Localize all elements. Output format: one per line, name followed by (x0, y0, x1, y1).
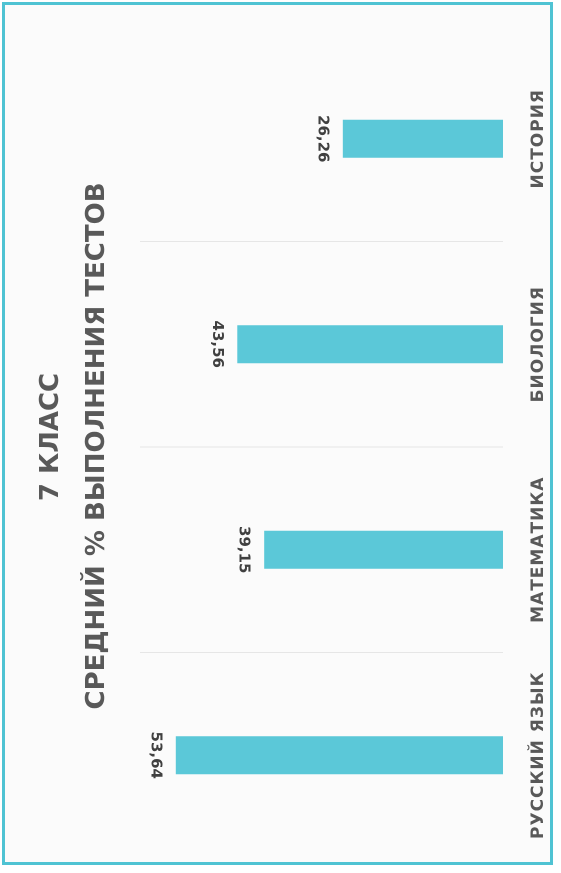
bar (342, 119, 503, 158)
chart-subtitle: СРЕДНИЙ % ВЫПОЛНЕНИЯ ТЕСТОВ (79, 182, 111, 709)
bar (237, 325, 503, 364)
category-label: БИОЛОГИЯ (528, 286, 548, 402)
category-label: МАТЕМАТИКА (528, 477, 548, 623)
data-label: 39,15 (236, 526, 254, 573)
data-label: 43,56 (209, 321, 227, 368)
category-label: РУССКИЙ ЯЗЫК (526, 672, 548, 839)
category-label: ИСТОРИЯ (528, 89, 548, 189)
plot-area: 53,64 РУССКИЙ ЯЗЫК 39,15 МАТЕМАТИКА 43,56 БИО… (140, 89, 548, 839)
data-label: 26,26 (314, 115, 332, 162)
chart-title: 7 КЛАСС (35, 373, 65, 501)
data-label: 53,64 (147, 732, 165, 779)
bar (175, 736, 503, 775)
bar (264, 530, 503, 569)
